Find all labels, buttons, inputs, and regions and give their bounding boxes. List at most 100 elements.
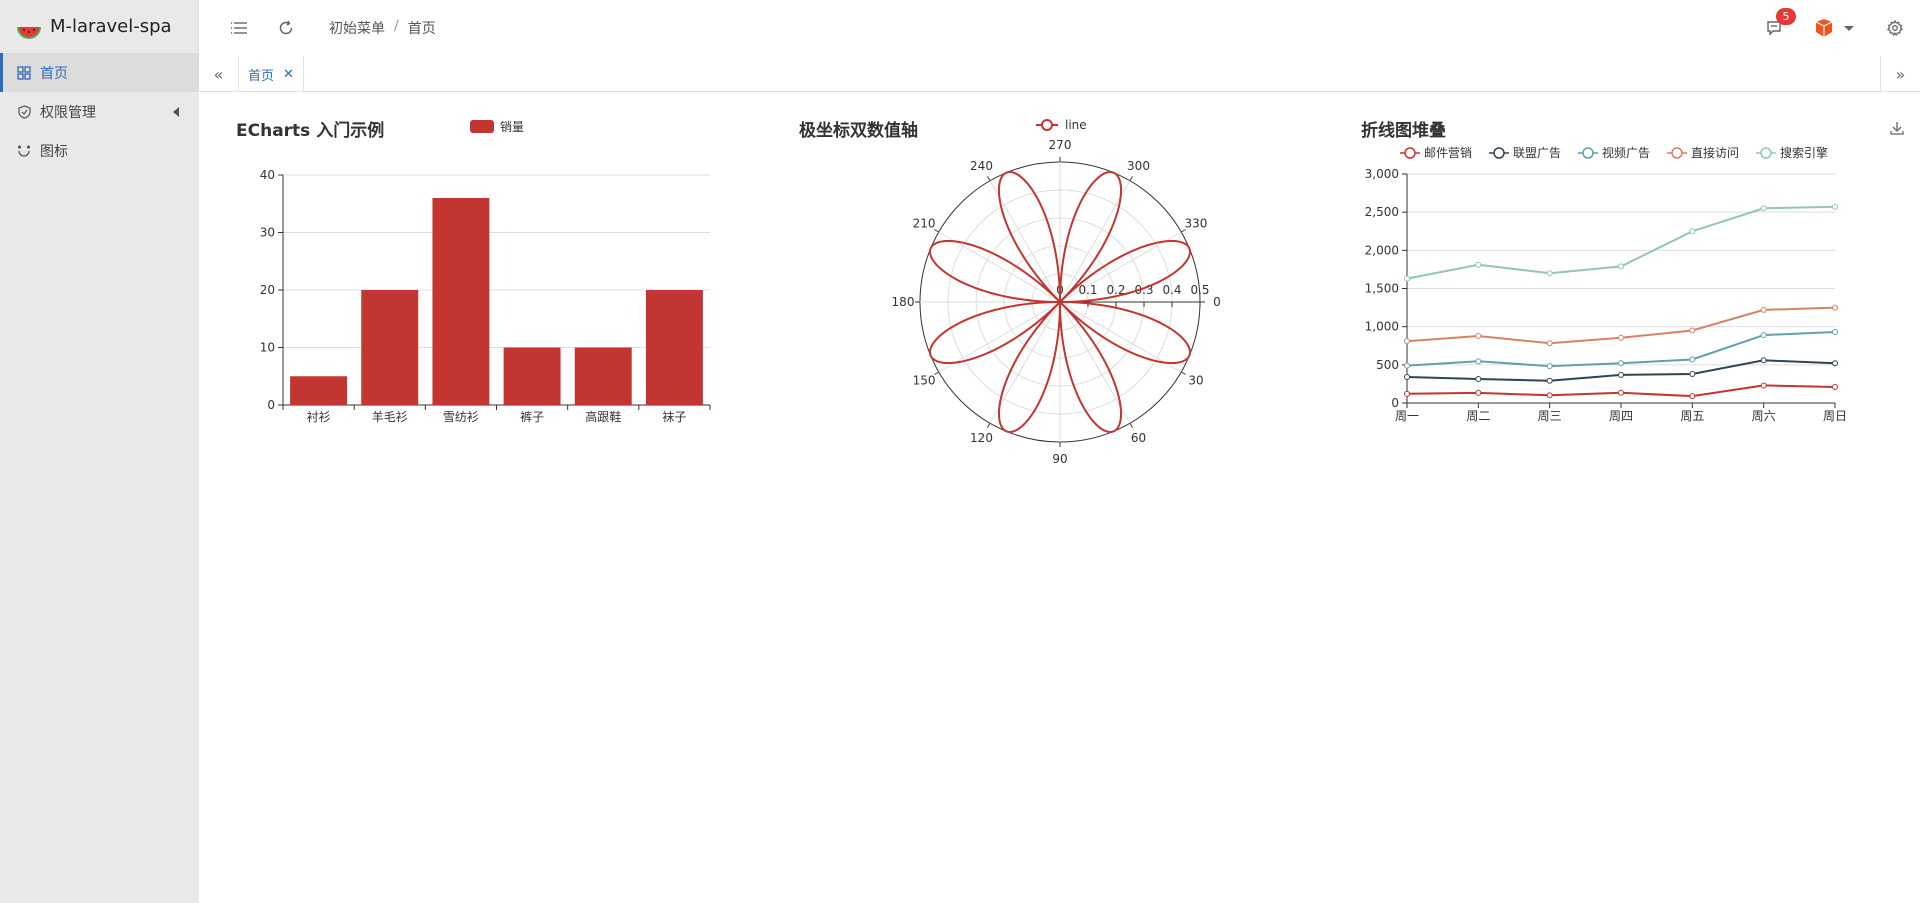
data-point — [1546, 363, 1553, 370]
angle-tick-label: 240 — [970, 159, 993, 173]
radius-tick-label: 0.5 — [1190, 283, 1209, 297]
x-tick-label: 雪纺衫 — [443, 410, 479, 424]
x-tick-label: 羊毛衫 — [372, 409, 408, 424]
legend-label: 销量 — [500, 120, 524, 134]
breadcrumb-item[interactable]: 初始菜单 — [329, 21, 385, 37]
sidebar-item-permissions[interactable]: 权限管理 — [0, 92, 199, 131]
data-point — [1832, 329, 1838, 336]
line-chart-panel: 折线图堆叠 邮件营销 联盟广告 视频广告 直接访问 搜索引擎 0 500 1,000 1,500… — [1355, 110, 1905, 440]
x-tick-label: 周六 — [1752, 409, 1776, 423]
sidebar-item-label: 首页 — [40, 65, 68, 82]
bar-chart-panel: ECharts 入门示例 销量 0 10 20 30 40 衬衫 羊毛衫 雪纺衫 裤子 高跟鞋 袜子 — [230, 110, 730, 440]
legend-label: 联盟广告 — [1513, 146, 1561, 160]
y-tick-label: 500 — [1376, 358, 1399, 372]
bar — [503, 347, 561, 405]
settings-gear-icon[interactable] — [1884, 17, 1906, 39]
refresh-icon[interactable] — [275, 17, 297, 39]
bar — [290, 376, 348, 405]
x-tick-label: 裤子 — [520, 410, 544, 424]
watermelon-logo-icon — [17, 26, 41, 39]
angle-tick-label: 60 — [1131, 431, 1146, 445]
chart-title: 折线图堆叠 — [1361, 121, 1446, 141]
tabs-scroll-right-button[interactable]: » — [1880, 56, 1920, 92]
x-tick-label: 衬衫 — [307, 410, 331, 424]
legend-label: 邮件营销 — [1424, 146, 1472, 160]
breadcrumb: 初始菜单 / 首页 — [329, 18, 436, 38]
angle-tick-label: 30 — [1188, 374, 1203, 388]
sidebar: M-laravel-spa 首页 权限管理 图标 — [0, 0, 199, 903]
user-avatar[interactable] — [1814, 18, 1854, 38]
data-point — [1618, 389, 1624, 396]
y-tick-label: 30 — [260, 226, 275, 240]
angle-tick — [1129, 176, 1133, 182]
polar-series-line — [929, 171, 1191, 433]
data-point — [1689, 393, 1696, 400]
data-point — [1546, 392, 1553, 399]
bar — [432, 198, 490, 405]
y-tick-label: 40 — [260, 168, 275, 182]
stacked-line-chart: 邮件营销 联盟广告 视频广告 直接访问 搜索引擎 0 500 1,000 1,500 2,000 2… — [1365, 145, 1847, 423]
radius-tick-label: 0.4 — [1162, 283, 1181, 297]
data-point — [1546, 377, 1553, 384]
menu-toggle-icon[interactable] — [228, 17, 250, 39]
shield-icon — [16, 104, 32, 120]
data-point — [1689, 356, 1696, 363]
polar-spoke — [1059, 301, 1182, 373]
bar — [361, 290, 419, 405]
top-header: 初始菜单 / 首页 5 — [199, 0, 1920, 56]
chart-title: 极坐标双数值轴 — [799, 121, 918, 141]
data-point — [1832, 203, 1838, 210]
legend-marker — [1041, 119, 1053, 131]
data-point — [1475, 261, 1482, 268]
y-tick-label: 1,500 — [1365, 282, 1399, 296]
loading-icon — [16, 143, 32, 159]
caret-left-icon — [173, 107, 179, 117]
x-tick-label: 周二 — [1466, 409, 1490, 423]
y-tick-label: 2,000 — [1365, 243, 1399, 257]
x-tick-label: 周三 — [1538, 409, 1562, 423]
tab-home[interactable]: 首页 ✕ — [239, 56, 304, 92]
app-title: M-laravel-spa — [50, 16, 172, 37]
data-point — [1404, 374, 1410, 381]
sidebar-item-icons[interactable]: 图标 — [0, 131, 199, 170]
data-point — [1689, 370, 1696, 377]
chart-title: ECharts 入门示例 — [236, 121, 385, 141]
legend-label: line — [1065, 118, 1087, 132]
dashboard-icon — [16, 65, 32, 81]
angle-tick — [1180, 371, 1186, 375]
close-icon[interactable]: ✕ — [283, 66, 294, 82]
angle-tick-label: 300 — [1127, 159, 1150, 173]
polar-spoke — [1059, 180, 1131, 303]
tabs-bar: « 首页 ✕ » — [199, 56, 1920, 92]
data-point — [1404, 275, 1410, 282]
angle-tick-label: 180 — [892, 295, 915, 309]
data-point — [1760, 306, 1767, 313]
polar-chart-panel: 极坐标双数值轴 line 0 30 60 90 120 150 180 210 240 270 300… — [790, 110, 1240, 470]
legend-swatch — [470, 120, 494, 133]
legend-marker — [1493, 147, 1505, 159]
legend-marker — [1671, 147, 1683, 159]
legend-label: 视频广告 — [1602, 145, 1650, 160]
x-tick-label: 周一 — [1395, 409, 1419, 423]
angle-tick-label: 270 — [1049, 138, 1072, 152]
message-icon[interactable]: 5 — [1764, 8, 1796, 39]
bar — [645, 290, 703, 405]
data-point — [1618, 371, 1624, 378]
polar-spoke — [938, 231, 1061, 303]
y-tick-label: 2,500 — [1365, 205, 1399, 219]
data-point — [1832, 383, 1838, 390]
data-point — [1546, 340, 1553, 347]
sidebar-item-home[interactable]: 首页 — [0, 53, 199, 92]
download-icon[interactable] — [1889, 120, 1905, 140]
tab-label: 首页 — [248, 68, 275, 84]
tabs-scroll-left-button[interactable]: « — [199, 56, 239, 92]
angle-tick — [1129, 422, 1133, 428]
data-point — [1618, 334, 1624, 341]
data-point — [1760, 382, 1767, 389]
y-tick-label: 0 — [1391, 396, 1399, 410]
app-logo[interactable]: M-laravel-spa — [0, 0, 199, 53]
x-tick-label: 高跟鞋 — [585, 409, 621, 424]
x-tick-label: 周四 — [1609, 409, 1633, 423]
x-tick-label: 周五 — [1680, 409, 1704, 423]
data-point — [1760, 357, 1767, 364]
